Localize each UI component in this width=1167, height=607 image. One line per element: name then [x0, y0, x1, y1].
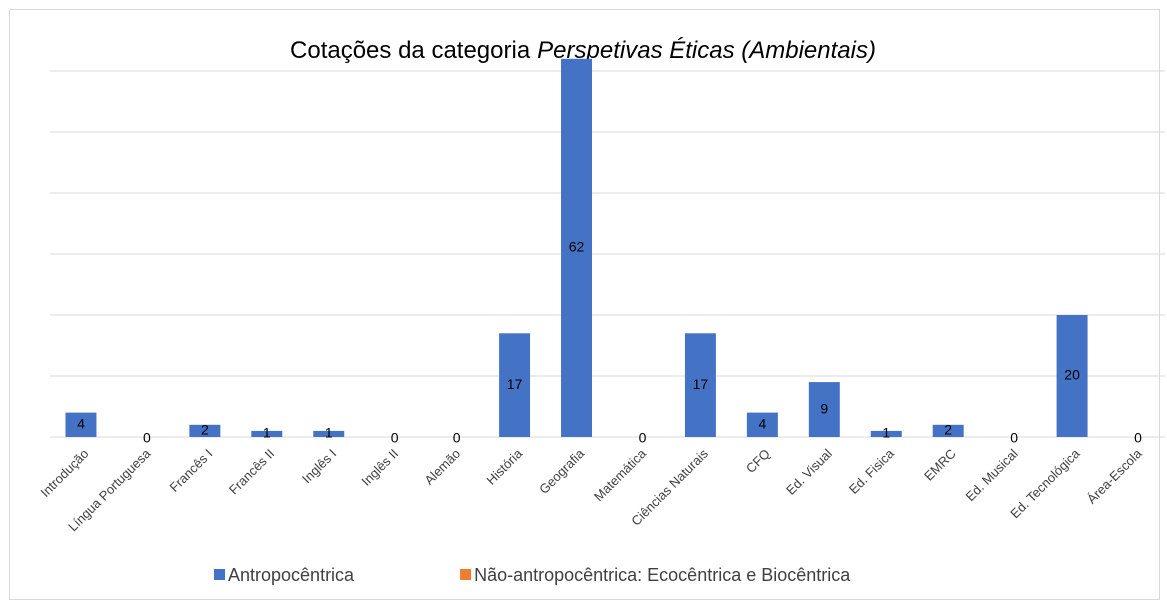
legend-swatch [214, 569, 225, 580]
data-label: 0 [639, 430, 647, 446]
title-plain: Cotações da categoria [290, 37, 531, 64]
bar [932, 424, 964, 437]
data-label: 9 [820, 400, 828, 416]
bar [65, 412, 97, 437]
data-label: 2 [201, 422, 209, 438]
bar [251, 430, 283, 437]
bar [808, 382, 840, 437]
data-label: 4 [758, 416, 766, 432]
bar [313, 430, 345, 437]
data-label: 1 [882, 425, 890, 441]
legend-label: Não-antropocêntrica: Ecocêntrica e Biocê… [474, 565, 851, 585]
data-label: 0 [143, 430, 151, 446]
bar [746, 412, 778, 437]
data-label: 1 [263, 425, 271, 441]
bar [870, 430, 902, 437]
data-label: 17 [507, 376, 523, 392]
bar [189, 424, 221, 437]
data-label: 17 [693, 376, 709, 392]
legend-swatch [460, 569, 472, 580]
data-label: 2 [944, 422, 952, 438]
data-label: 0 [453, 430, 461, 446]
bar [684, 333, 716, 437]
data-label: 0 [1134, 430, 1142, 446]
bar [561, 58, 593, 438]
bar [1056, 315, 1088, 437]
bar [499, 333, 531, 437]
title-italic: Perspetivas Éticas (Ambientais) [537, 37, 876, 64]
data-label: 4 [77, 416, 85, 432]
data-label: 62 [569, 239, 585, 255]
data-label: 0 [1010, 430, 1018, 446]
data-label: 0 [391, 430, 399, 446]
data-label: 1 [325, 425, 333, 441]
chart-title: Cotações da categoria Perspetivas Éticas … [290, 37, 876, 64]
data-label: 20 [1064, 367, 1080, 383]
legend-label: Antropocêntrica [228, 565, 355, 585]
